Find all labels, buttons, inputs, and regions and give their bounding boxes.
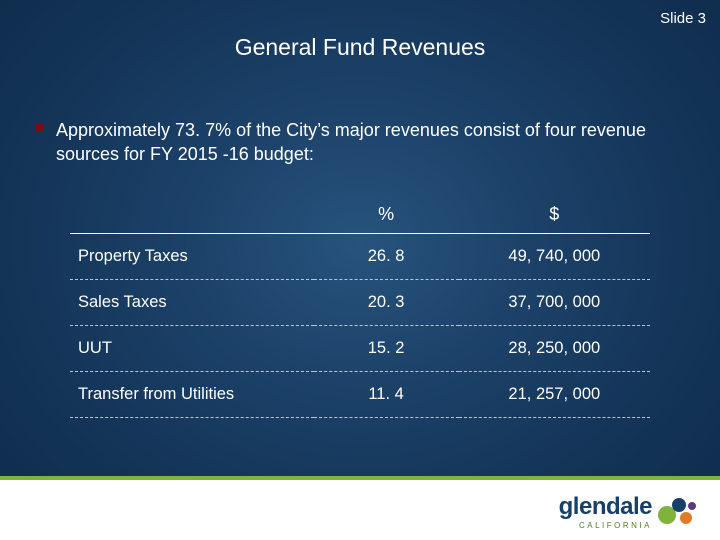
cell-percent: 11. 4 xyxy=(314,372,459,418)
col-header-name xyxy=(70,198,314,234)
footer-accent-line xyxy=(0,476,720,480)
bullet-text: Approximately 73. 7% of the City’s major… xyxy=(56,118,684,167)
cell-percent: 26. 8 xyxy=(314,234,459,280)
cell-amount: 37, 700, 000 xyxy=(459,280,650,326)
table-header-row: % $ xyxy=(70,198,650,234)
cell-percent: 20. 3 xyxy=(314,280,459,326)
slide-number: Slide 3 xyxy=(660,10,706,27)
glendale-logo: glendale CALIFORNIA xyxy=(559,494,698,530)
bullet-marker-icon xyxy=(36,124,44,132)
cell-name: Sales Taxes xyxy=(70,280,314,326)
cell-amount: 28, 250, 000 xyxy=(459,326,650,372)
table-row: Transfer from Utilities 11. 4 21, 257, 0… xyxy=(70,372,650,418)
logo-main-text: glendale xyxy=(559,495,652,519)
cell-percent: 15. 2 xyxy=(314,326,459,372)
bullet-item: Approximately 73. 7% of the City’s major… xyxy=(36,118,684,167)
cell-name: UUT xyxy=(70,326,314,372)
cell-name: Property Taxes xyxy=(70,234,314,280)
logo-sub-text: CALIFORNIA xyxy=(579,521,652,530)
table-row: UUT 15. 2 28, 250, 000 xyxy=(70,326,650,372)
col-header-amount: $ xyxy=(459,198,650,234)
revenue-table: % $ Property Taxes 26. 8 49, 740, 000 Sa… xyxy=(70,198,650,418)
page-title: General Fund Revenues xyxy=(0,34,720,61)
footer: glendale CALIFORNIA xyxy=(0,476,720,540)
cell-name: Transfer from Utilities xyxy=(70,372,314,418)
logo-bubbles-icon xyxy=(658,494,698,530)
table-row: Property Taxes 26. 8 49, 740, 000 xyxy=(70,234,650,280)
table-row: Sales Taxes 20. 3 37, 700, 000 xyxy=(70,280,650,326)
cell-amount: 21, 257, 000 xyxy=(459,372,650,418)
col-header-percent: % xyxy=(314,198,459,234)
cell-amount: 49, 740, 000 xyxy=(459,234,650,280)
